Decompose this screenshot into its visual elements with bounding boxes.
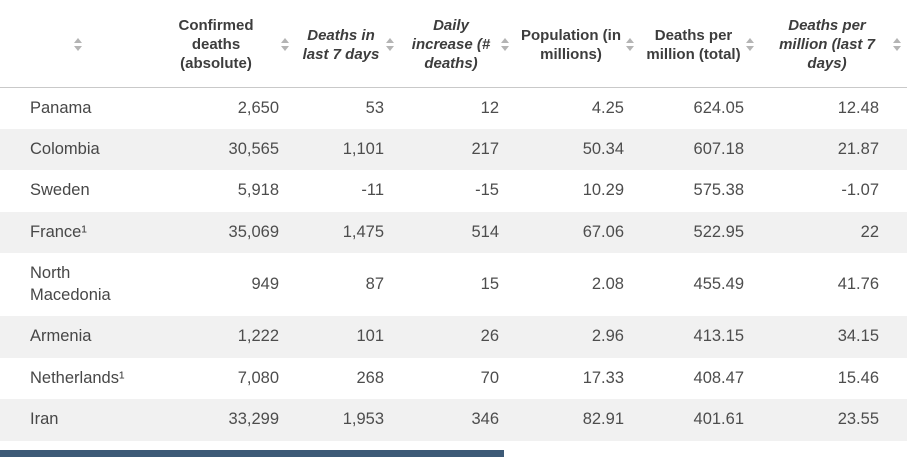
value-cell: 22	[860, 222, 879, 241]
column-label: Deaths per million (total)	[646, 26, 741, 63]
col-header-country[interactable]	[0, 0, 150, 88]
country-cell: North Macedonia	[30, 264, 111, 304]
table-body: Panama 2,650 53 12 4.25 624.05 12.48 Colombia 30…	[0, 87, 907, 441]
table-row: Colombia 30,565 1,101 217 50.34 607.18 21.87	[0, 129, 907, 171]
column-label: Confirmed deaths (absolute)	[178, 17, 254, 73]
value-cell: 2.96	[591, 327, 624, 346]
value-cell: 10.29	[582, 181, 624, 200]
value-cell: 4.25	[591, 98, 624, 117]
value-cell: 34.15	[837, 327, 879, 346]
horizontal-scrollbar-thumb[interactable]	[0, 450, 504, 457]
value-cell: 50.34	[582, 140, 624, 158]
value-cell: 12.48	[837, 98, 879, 117]
value-cell: 1,222	[237, 327, 279, 346]
country-cell: France¹	[30, 222, 87, 241]
value-cell: 624.05	[693, 98, 744, 117]
value-cell: 268	[356, 368, 384, 387]
value-cell: 12	[480, 98, 499, 117]
value-cell: 15	[480, 275, 499, 294]
value-cell: 82.91	[582, 410, 624, 429]
value-cell: 413.15	[693, 327, 744, 346]
col-header-population[interactable]: Population (in millions)	[515, 0, 640, 88]
value-cell: 1,101	[342, 140, 384, 158]
table-row: Sweden 5,918 -11 -15 10.29 575.38 -1.07	[0, 170, 907, 211]
sort-icon[interactable]	[626, 38, 634, 52]
value-cell: 33,299	[228, 410, 279, 429]
table-row: France¹ 35,069 1,475 514 67.06 522.95 22	[0, 211, 907, 254]
value-cell: 522.95	[693, 222, 744, 241]
country-cell: Armenia	[30, 327, 92, 346]
header-row: Confirmed deaths (absolute) Deaths in la…	[0, 0, 907, 88]
sort-icon[interactable]	[73, 38, 82, 52]
column-label: Deaths in last 7 days	[302, 26, 380, 63]
value-cell: 401.61	[693, 410, 744, 429]
value-cell: 1,953	[342, 410, 384, 429]
country-cell: Iran	[30, 410, 59, 429]
sort-icon[interactable]	[386, 38, 394, 52]
table-row: Iran 33,299 1,953 346 82.91 401.61 23.55	[0, 399, 907, 441]
value-cell: -11	[361, 181, 384, 200]
col-header-confirmed-deaths[interactable]: Confirmed deaths (absolute)	[150, 0, 295, 88]
value-cell: 607.18	[693, 140, 744, 158]
table-row: Armenia 1,222 101 26 2.96 413.15 34.15	[0, 316, 907, 358]
sort-icon[interactable]	[893, 38, 901, 52]
table-row: North Macedonia 949 87 15 2.08 455.49 41.76	[0, 253, 907, 316]
column-label: Daily increase (# deaths)	[411, 17, 491, 73]
value-cell: 949	[251, 275, 279, 294]
value-cell: 2.08	[591, 275, 624, 294]
col-header-deaths-last-7-days[interactable]: Deaths in last 7 days	[295, 0, 400, 88]
col-header-deaths-per-million[interactable]: Deaths per million (total)	[640, 0, 760, 88]
value-cell: 70	[480, 368, 499, 387]
value-cell: 67.06	[582, 222, 624, 241]
value-cell: 455.49	[693, 275, 744, 294]
column-label: Deaths per million (last 7 days)	[779, 17, 875, 73]
country-cell: Panama	[30, 98, 92, 117]
value-cell: 87	[365, 275, 384, 294]
covid-deaths-table: Confirmed deaths (absolute) Deaths in la…	[0, 0, 907, 441]
sort-icon[interactable]	[281, 38, 289, 52]
value-cell: 23.55	[837, 410, 879, 429]
value-cell: 1,475	[342, 222, 384, 241]
value-cell: -15	[475, 181, 499, 200]
value-cell: 101	[356, 327, 384, 346]
value-cell: 575.38	[693, 181, 744, 200]
value-cell: 53	[365, 98, 384, 117]
value-cell: 21.87	[837, 140, 879, 158]
country-cell: Netherlands¹	[30, 368, 125, 387]
sort-icon[interactable]	[746, 38, 754, 52]
table-row: Netherlands¹ 7,080 268 70 17.33 408.47 15.46	[0, 358, 907, 399]
value-cell: 217	[471, 140, 499, 158]
value-cell: 5,918	[237, 181, 279, 200]
value-cell: 30,565	[228, 140, 279, 158]
value-cell: 41.76	[837, 275, 879, 294]
value-cell: -1.07	[841, 181, 879, 200]
value-cell: 15.46	[837, 368, 879, 387]
table-row: Panama 2,650 53 12 4.25 624.05 12.48	[0, 87, 907, 129]
column-label: Population (in millions)	[521, 26, 621, 63]
value-cell: 346	[471, 410, 499, 429]
value-cell: 2,650	[237, 98, 279, 117]
value-cell: 17.33	[582, 368, 624, 387]
value-cell: 514	[471, 222, 499, 241]
col-header-daily-increase[interactable]: Daily increase (# deaths)	[400, 0, 515, 88]
value-cell: 26	[480, 327, 499, 346]
col-header-deaths-per-million-7-days[interactable]: Deaths per million (last 7 days)	[760, 0, 907, 88]
value-cell: 7,080	[237, 368, 279, 387]
value-cell: 408.47	[693, 368, 744, 387]
value-cell: 35,069	[228, 222, 279, 241]
country-cell: Colombia	[30, 140, 100, 158]
country-cell: Sweden	[30, 181, 90, 200]
sort-icon[interactable]	[501, 38, 509, 52]
